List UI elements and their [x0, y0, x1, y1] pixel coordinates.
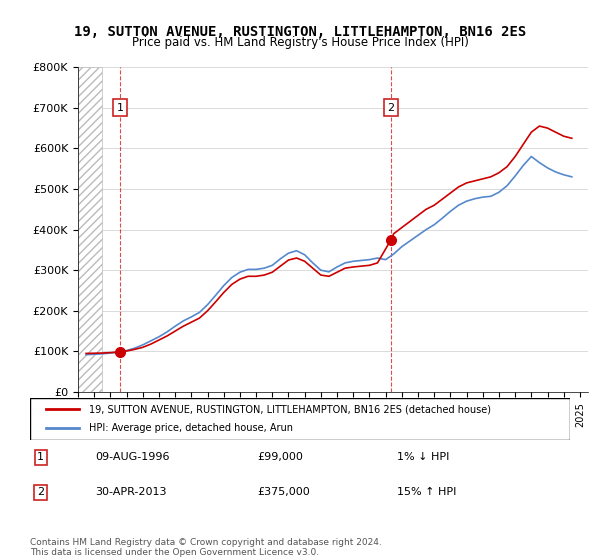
- Text: 19, SUTTON AVENUE, RUSTINGTON, LITTLEHAMPTON, BN16 2ES: 19, SUTTON AVENUE, RUSTINGTON, LITTLEHAM…: [74, 25, 526, 39]
- Text: 2: 2: [37, 487, 44, 497]
- Text: 2: 2: [388, 103, 395, 113]
- Text: 09-AUG-1996: 09-AUG-1996: [95, 452, 169, 463]
- Text: 19, SUTTON AVENUE, RUSTINGTON, LITTLEHAMPTON, BN16 2ES (detached house): 19, SUTTON AVENUE, RUSTINGTON, LITTLEHAM…: [89, 404, 491, 414]
- Text: £375,000: £375,000: [257, 487, 310, 497]
- Text: Contains HM Land Registry data © Crown copyright and database right 2024.
This d: Contains HM Land Registry data © Crown c…: [30, 538, 382, 557]
- Text: 1: 1: [37, 452, 44, 463]
- Text: Price paid vs. HM Land Registry's House Price Index (HPI): Price paid vs. HM Land Registry's House …: [131, 36, 469, 49]
- Text: £99,000: £99,000: [257, 452, 302, 463]
- Text: HPI: Average price, detached house, Arun: HPI: Average price, detached house, Arun: [89, 423, 293, 433]
- Text: 1% ↓ HPI: 1% ↓ HPI: [397, 452, 449, 463]
- Bar: [78, 67, 102, 392]
- Text: 1: 1: [116, 103, 124, 113]
- Text: 15% ↑ HPI: 15% ↑ HPI: [397, 487, 457, 497]
- FancyBboxPatch shape: [30, 398, 570, 440]
- Text: 30-APR-2013: 30-APR-2013: [95, 487, 166, 497]
